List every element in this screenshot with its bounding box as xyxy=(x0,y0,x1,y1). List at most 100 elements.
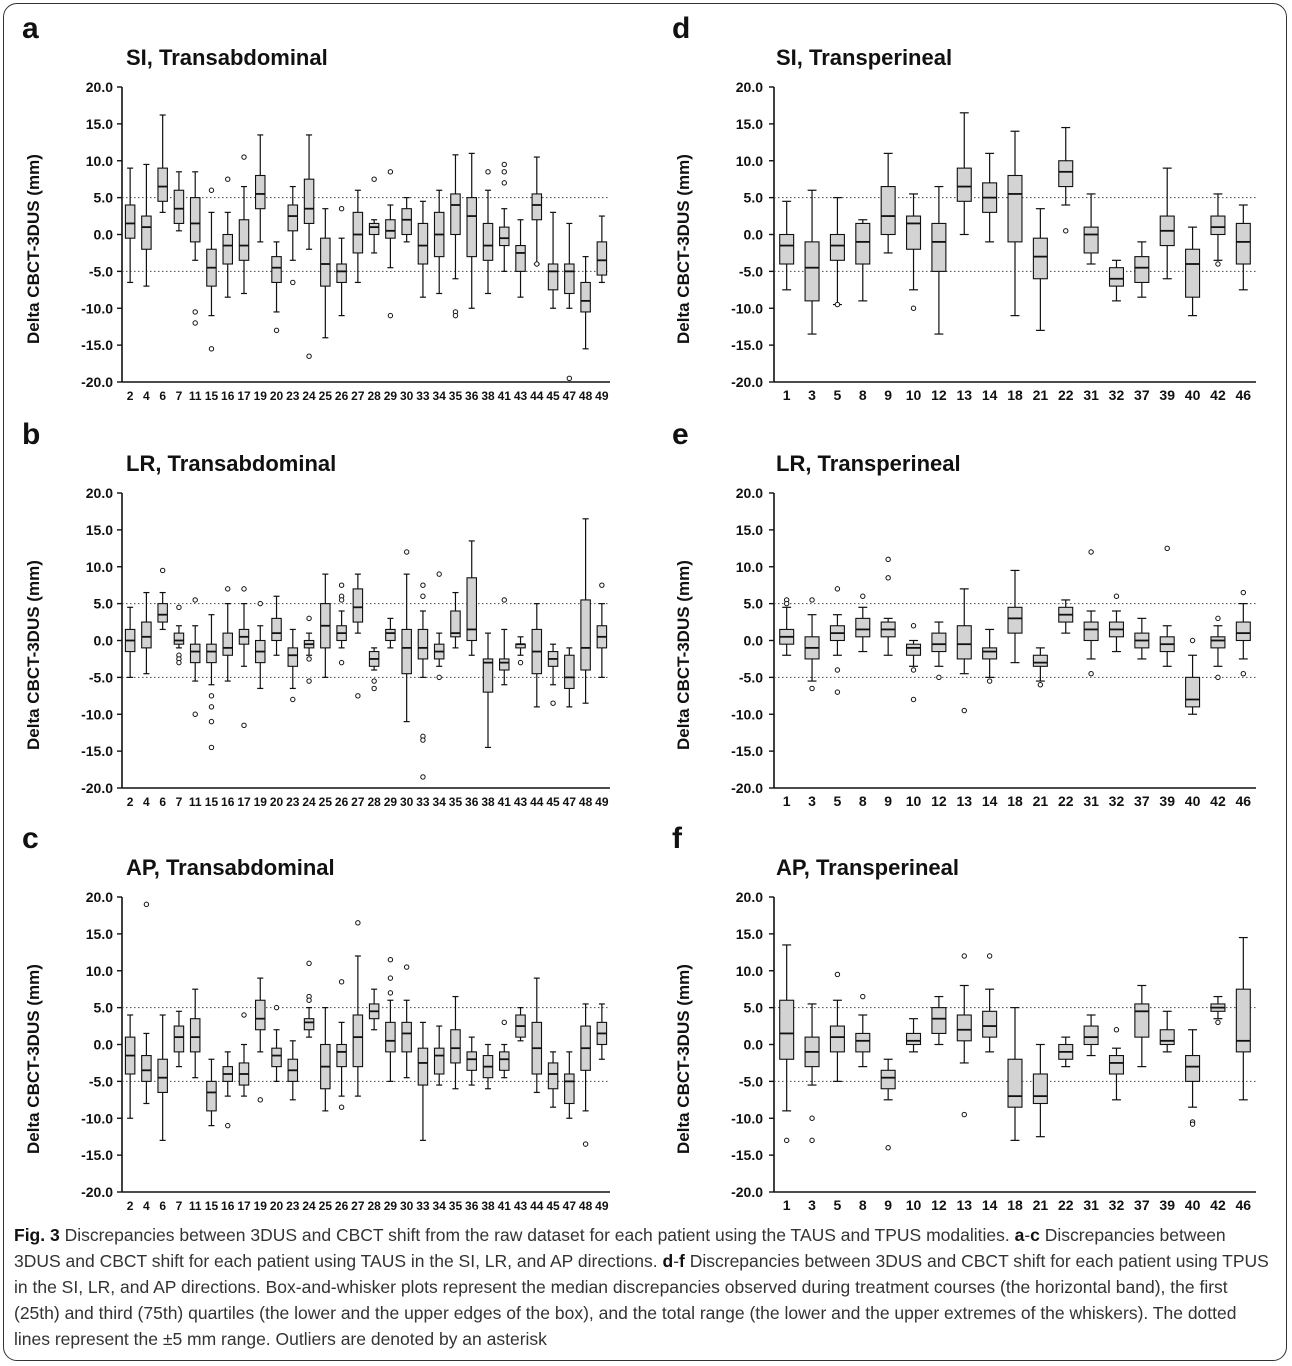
outlier-point xyxy=(1088,549,1094,555)
box-8 xyxy=(855,219,871,302)
y-tick-label: 10.0 xyxy=(736,153,763,169)
box-iqr xyxy=(931,632,947,653)
outlier-point xyxy=(783,600,790,607)
box-iqr xyxy=(1235,988,1251,1053)
box-iqr xyxy=(515,245,526,272)
outlier-point xyxy=(860,993,866,1000)
caption-ref-c: c xyxy=(1030,1225,1040,1245)
box-iqr xyxy=(173,189,185,224)
outlier-point xyxy=(225,176,231,182)
box-49 xyxy=(596,215,608,284)
box-28 xyxy=(368,176,380,254)
x-tick-label: 28 xyxy=(367,389,381,403)
outlier-point xyxy=(517,659,524,666)
outlier-point xyxy=(208,346,215,352)
box-13 xyxy=(956,112,972,236)
outlier-point xyxy=(371,685,377,692)
outlier-point xyxy=(420,593,426,599)
x-tick-label: 1 xyxy=(783,1197,791,1213)
y-tick-label: 15.0 xyxy=(736,926,763,942)
outlier-point xyxy=(566,375,573,382)
box-iqr xyxy=(417,222,429,265)
box-iqr xyxy=(206,1080,217,1112)
box-iqr xyxy=(931,1007,947,1034)
outlier-point xyxy=(176,604,182,611)
box-iqr xyxy=(189,643,201,664)
box-iqr xyxy=(482,658,494,693)
box-iqr xyxy=(829,233,845,261)
chart-title: SI, Transabdominal xyxy=(126,45,328,70)
x-tick-label: 15 xyxy=(205,795,219,809)
x-tick-label: 9 xyxy=(884,387,892,403)
x-tick-label: 24 xyxy=(302,389,316,403)
x-tick-label: 1 xyxy=(783,387,791,403)
outlier-point xyxy=(910,667,917,673)
outlier-point xyxy=(387,312,394,319)
outlier-point xyxy=(241,722,247,729)
box-41 xyxy=(498,597,510,686)
x-tick-label: 9 xyxy=(884,1197,892,1213)
x-tick-label: 20 xyxy=(270,795,284,809)
box-38 xyxy=(482,169,494,295)
x-tick-label: 9 xyxy=(884,793,892,809)
outlier-point xyxy=(257,600,263,607)
y-tick-label: 5.0 xyxy=(744,1000,764,1016)
box-39 xyxy=(1159,1010,1175,1053)
outlier-point xyxy=(208,718,215,725)
box-iqr xyxy=(564,1073,575,1105)
x-tick-label: 22 xyxy=(1058,387,1074,403)
outlier-point xyxy=(420,582,426,588)
box-32 xyxy=(1108,1027,1125,1101)
box-iqr xyxy=(580,281,591,313)
x-tick-label: 19 xyxy=(254,1199,268,1213)
outlier-point xyxy=(885,575,891,581)
outlier-point xyxy=(834,301,841,308)
x-tick-label: 33 xyxy=(416,1199,430,1213)
x-tick-label: 38 xyxy=(481,795,495,809)
x-tick-label: 6 xyxy=(159,795,166,809)
box-49 xyxy=(596,1003,608,1060)
box-iqr xyxy=(880,186,896,236)
box-iqr xyxy=(1007,174,1023,243)
x-tick-label: 41 xyxy=(498,1199,512,1213)
box-iqr xyxy=(222,233,234,265)
box-2 xyxy=(124,1014,136,1119)
box-iqr xyxy=(401,208,412,236)
box-15 xyxy=(206,187,217,352)
outlier-point xyxy=(257,1097,263,1103)
box-iqr xyxy=(417,1047,429,1086)
box-iqr xyxy=(271,256,282,283)
panel-letter: e xyxy=(672,418,689,451)
box-20 xyxy=(271,241,282,334)
chart-panel-d: d SI, Transperineal Delta CBCT-3DUS (mm) 20… xyxy=(650,12,1290,412)
outlier-point xyxy=(582,1141,589,1147)
chart-svg: 20.015.010.05.00.0-5.0-10.0-15.0-20.01 3 5… xyxy=(731,79,1256,403)
x-tick-label: 19 xyxy=(254,389,268,403)
box-26 xyxy=(336,979,347,1110)
outlier-point xyxy=(1189,1121,1196,1127)
outlier-point xyxy=(1113,1027,1120,1033)
outlier-point xyxy=(809,1137,815,1144)
box-21 xyxy=(1032,647,1048,688)
box-iqr xyxy=(450,610,461,638)
box-iqr xyxy=(1007,606,1023,634)
outlier-point xyxy=(1215,261,1221,267)
box-iqr xyxy=(547,1062,559,1090)
box-11 xyxy=(189,597,201,717)
y-tick-label: -10.0 xyxy=(731,1110,763,1126)
outlier-point xyxy=(306,678,312,684)
box-30 xyxy=(401,964,412,1079)
outlier-point xyxy=(355,920,361,926)
box-29 xyxy=(385,169,396,319)
box-25 xyxy=(320,1007,331,1112)
x-tick-label: 47 xyxy=(563,795,577,809)
box-32 xyxy=(1108,259,1125,302)
x-tick-label: 12 xyxy=(931,387,947,403)
box-iqr xyxy=(206,643,217,664)
x-tick-label: 10 xyxy=(906,1197,922,1213)
box-iqr xyxy=(905,215,922,250)
x-tick-label: 14 xyxy=(982,1197,998,1213)
x-tick-label: 36 xyxy=(465,795,479,809)
box-iqr xyxy=(385,219,396,239)
outlier-point xyxy=(501,169,507,175)
